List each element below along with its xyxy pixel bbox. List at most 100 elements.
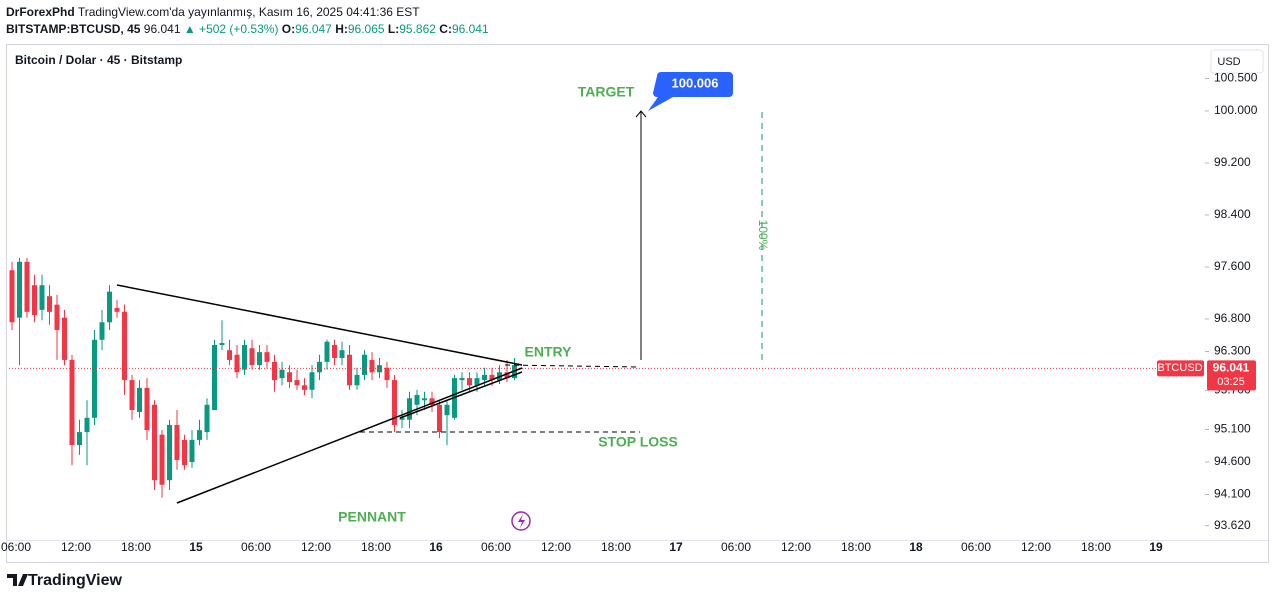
measure-label: 100% <box>756 220 770 251</box>
y-tick-label: 94.100 <box>1214 487 1251 501</box>
header: DrForexPhd TradingView.com'da yayınlanmı… <box>6 4 489 38</box>
y-tick-label: 100.000 <box>1214 103 1258 117</box>
brand-logo <box>7 574 28 586</box>
header-line-1: DrForexPhd TradingView.com'da yayınlanmı… <box>6 4 489 21</box>
chart-title: Bitcoin / Dolar · 45 · Bitstamp <box>15 53 182 67</box>
candle-body <box>92 339 97 418</box>
symbol-tag-label: BTCUSD <box>1157 362 1202 374</box>
candle-body <box>114 307 120 312</box>
candle-body <box>279 369 285 379</box>
candle-body <box>152 404 157 481</box>
candle-body <box>309 372 315 390</box>
symbol: BITSTAMP:BTCUSD, 45 <box>6 22 141 36</box>
candle-body <box>167 424 172 481</box>
candle-body <box>272 361 277 381</box>
pennant-lower-line-2 <box>399 371 523 419</box>
h-label: H: <box>335 22 348 36</box>
candle-body <box>24 261 30 312</box>
y-tick-label: 98.400 <box>1214 207 1251 221</box>
x-tick-label: 17 <box>669 540 683 554</box>
x-tick-label: 06:00 <box>721 540 751 554</box>
candle-body <box>242 344 247 370</box>
candle-body <box>482 374 487 381</box>
x-tick-label: 12:00 <box>781 540 811 554</box>
x-tick-label: 18:00 <box>121 540 151 554</box>
y-tick-label: 95.100 <box>1214 422 1251 436</box>
candle-body <box>257 352 262 366</box>
plot <box>7 257 1204 498</box>
candle-body <box>182 439 187 466</box>
x-tick-label: 12:00 <box>61 540 91 554</box>
o-label: O: <box>281 22 296 36</box>
target-value: 100.006 <box>672 75 719 90</box>
candle-body <box>227 350 232 360</box>
x-tick-label: 16 <box>429 540 443 554</box>
author: DrForexPhd <box>6 5 75 19</box>
candle-body <box>287 372 292 383</box>
y-tick-label: 99.200 <box>1214 155 1251 169</box>
candle-body <box>159 434 165 485</box>
candle-body <box>332 344 337 358</box>
candle-body <box>369 359 375 373</box>
target-label: TARGET <box>578 84 635 100</box>
target-callout <box>648 72 733 111</box>
y-tick-label: 96.300 <box>1214 344 1251 358</box>
symbol-tag <box>1157 360 1204 377</box>
target-arrowhead <box>635 110 647 118</box>
x-tick-label: 18 <box>909 540 923 554</box>
candle-body <box>444 404 450 416</box>
x-tick-label: 18:00 <box>1081 540 1111 554</box>
candle-body <box>107 291 112 323</box>
l-value: 95.862 <box>399 22 436 36</box>
candle-body <box>219 343 225 345</box>
x-tick-label: 06:00 <box>1 540 31 554</box>
published: TradingView.com'da yayınlanmış, Kasım 16… <box>77 5 420 19</box>
x-tick-label: 12:00 <box>1021 540 1051 554</box>
change: ▲ +502 (+0.53%) <box>183 22 279 36</box>
x-tick-label: 15 <box>189 540 203 554</box>
candle-body <box>437 404 442 433</box>
brand: TradingView <box>28 572 123 589</box>
x-tick-label: 12:00 <box>301 540 331 554</box>
currency-label: USD <box>1217 56 1240 68</box>
currency-button[interactable] <box>1210 49 1264 74</box>
candle-body <box>84 417 90 433</box>
candle-body <box>317 361 322 373</box>
candle-body <box>504 372 510 379</box>
candle-body <box>467 378 472 386</box>
o-value: 96.047 <box>295 22 332 36</box>
candle-body <box>384 367 390 381</box>
event-icon-bolt <box>518 514 525 528</box>
x-tick-label: 18:00 <box>601 540 631 554</box>
candle-body <box>9 270 15 323</box>
candle-body <box>197 430 202 440</box>
candle-body <box>264 352 270 362</box>
entry-label: ENTRY <box>525 344 573 360</box>
x-tick-label: 06:00 <box>241 540 271 554</box>
candle-body <box>99 322 105 340</box>
x-tick-label: 18:00 <box>361 540 391 554</box>
x-tick-label: 06:00 <box>961 540 991 554</box>
entry-line <box>504 364 641 368</box>
y-tick-label: 100.500 <box>1214 71 1258 85</box>
candle-body <box>212 344 217 410</box>
x-tick-label: 18:00 <box>841 540 871 554</box>
y-tick-label: 93.620 <box>1214 518 1251 532</box>
candle-body <box>392 380 397 425</box>
candle-body <box>407 398 412 420</box>
candle-body <box>459 378 465 381</box>
candle-body <box>294 380 300 386</box>
candle-body <box>302 385 307 390</box>
stop-loss-label: STOP LOSS <box>598 434 678 450</box>
candle-body <box>54 304 60 331</box>
c-label: C: <box>439 22 452 36</box>
candle-body <box>129 380 135 410</box>
candle-body <box>399 417 405 420</box>
header-line-2: BITSTAMP:BTCUSD, 45 96.041 ▲ +502 (+0.53… <box>6 21 489 38</box>
candle-body <box>122 311 127 381</box>
candle-body <box>377 365 382 373</box>
candle-body <box>77 432 82 446</box>
h-value: 96.065 <box>347 22 385 36</box>
